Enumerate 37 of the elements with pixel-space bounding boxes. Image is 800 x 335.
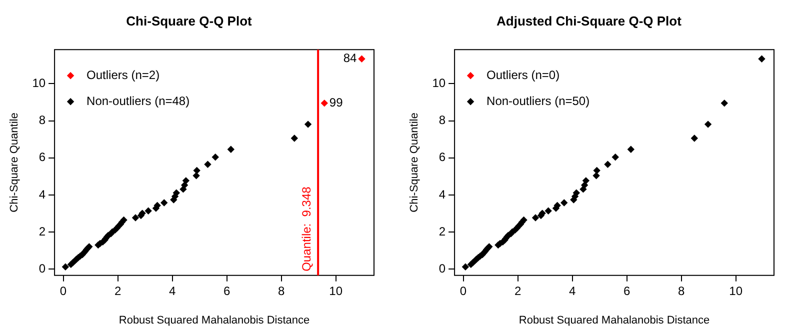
x-tick-label: 2 [114,284,122,298]
x-tick-label: 8 [678,284,685,298]
y-tick-label: 10 [32,76,46,90]
x-tick-label: 0 [60,284,67,298]
y-tick-label: 2 [438,224,446,238]
chart-title: Adjusted Chi-Square Q-Q Plot [496,13,682,28]
y-tick-label: 4 [38,187,46,202]
legend-label: Non-outliers (n=50) [486,94,590,108]
x-axis-title: Robust Squared Mahalanobis Distance [118,314,310,326]
legend-label: Outliers (n=0) [486,68,560,82]
x-axis-title: Robust Squared Mahalanobis Distance [518,314,710,326]
x-tick-label: 4 [568,284,576,298]
x-tick-label: 6 [623,284,630,298]
x-tick-label: 0 [460,284,467,298]
y-tick-label: 0 [438,261,446,276]
x-tick-label: 10 [729,284,743,298]
y-tick-label: 4 [438,187,446,202]
x-tick-label: 2 [514,284,522,298]
y-tick-label: 2 [38,224,46,238]
legend-label: Outliers (n=2) [86,68,160,82]
y-axis-title: Chi-Square Quantile [408,112,421,212]
y-tick-label: 8 [438,113,446,128]
x-tick-label: 8 [278,284,285,298]
ref-line-label: Quantile: 9.348 [299,186,314,272]
x-tick-label: 10 [329,284,343,298]
x-tick-label: 4 [168,284,176,298]
legend-label: Non-outliers (n=48) [86,94,190,108]
chart-title: Chi-Square Q-Q Plot [126,13,253,28]
y-tick-label: 6 [38,150,46,164]
y-tick-label: 6 [438,150,446,164]
y-axis-title: Chi-Square Quantile [8,112,21,212]
y-tick-label: 0 [38,261,46,276]
x-tick-label: 6 [223,284,230,298]
annotation: 99 [329,95,344,110]
y-tick-label: 10 [432,76,446,90]
y-tick-label: 8 [38,113,46,128]
annotation: 84 [343,51,358,66]
